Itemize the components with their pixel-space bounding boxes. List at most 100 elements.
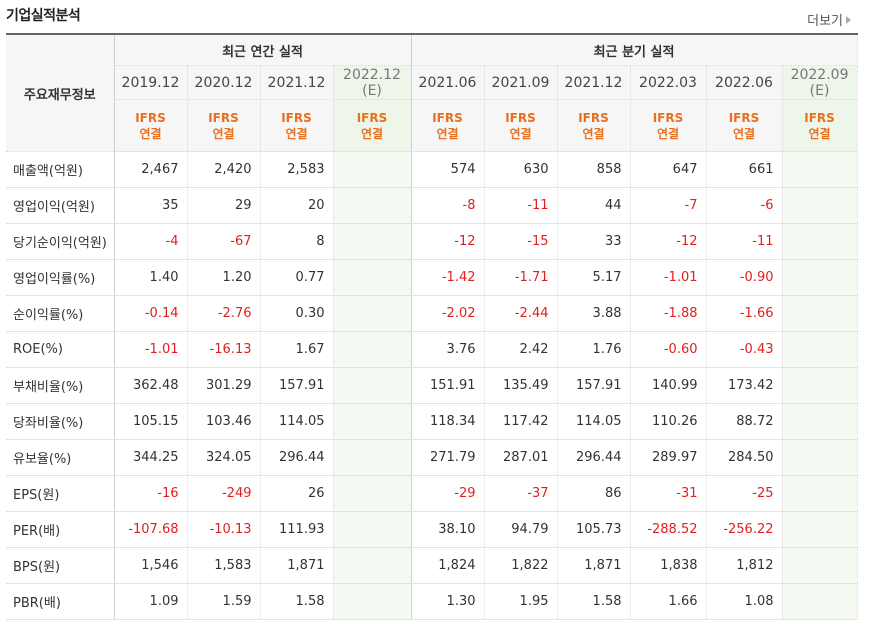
table-cell: 26 (260, 475, 334, 512)
table-row: PER(배) -107.68 -10.13 111.93 38.10 94.79 105.7… (6, 511, 858, 548)
table-cell: -16.13 (187, 331, 261, 368)
estimate-label: (E) (809, 82, 830, 99)
table-cell: 103.46 (187, 403, 261, 440)
period-label: 2022.06 (715, 74, 773, 91)
table-cell: -37 (484, 475, 558, 512)
consolidated-label: 연결 (509, 126, 532, 141)
period-header: 2022.09 (E) (782, 65, 858, 100)
table-cell: 1,824 (411, 547, 485, 584)
table-row: EPS(원) -16 -249 26 -29 -37 86 -31 -25 (6, 475, 858, 512)
table-row: 당좌비율(%) 105.15 103.46 114.05 118.34 117.42 114… (6, 403, 858, 440)
table-cell: 284.50 (706, 439, 783, 476)
table-row: 당기순이익(억원) -4 -67 8 -12 -15 33 -12 -11 (6, 223, 858, 260)
table-cell: -7 (630, 187, 707, 224)
table-cell: 301.29 (187, 367, 261, 404)
table-cell: 105.73 (557, 511, 631, 548)
table-cell: -6 (706, 187, 783, 224)
table-cell: 151.91 (411, 367, 485, 404)
table-cell (333, 259, 412, 296)
table-cell: 1.09 (114, 583, 188, 620)
table-cell: -67 (187, 223, 261, 260)
table-cell: 140.99 (630, 367, 707, 404)
table-cell: 105.15 (114, 403, 188, 440)
consolidated-label: 연결 (808, 126, 831, 141)
period-header: 2021.09 (484, 65, 558, 100)
table-cell: 94.79 (484, 511, 558, 548)
table-cell (782, 151, 858, 188)
table-cell: 858 (557, 151, 631, 188)
table-cell: -249 (187, 475, 261, 512)
row-label: BPS(원) (6, 547, 115, 584)
table-cell: -0.90 (706, 259, 783, 296)
table-cell: 0.77 (260, 259, 334, 296)
quarter-group-header: 최근 분기 실적 (411, 33, 858, 66)
table-cell: 20 (260, 187, 334, 224)
table-cell: 1,546 (114, 547, 188, 584)
table-row: 영업이익(억원) 35 29 20 -8 -11 44 -7 -6 (6, 187, 858, 224)
table-cell (782, 259, 858, 296)
period-header: 2022.03 (630, 65, 707, 100)
consolidated-label: 연결 (732, 126, 756, 141)
table-cell: -12 (411, 223, 485, 260)
table-cell: 135.49 (484, 367, 558, 404)
table-cell: 1,871 (557, 547, 631, 584)
ifrs-label: IFRS (208, 110, 239, 125)
table-header: 주요재무정보 최근 연간 실적 최근 분기 실적 2019.12 2020.12 2… (6, 33, 858, 152)
table-cell: 1,871 (260, 547, 334, 584)
row-label: EPS(원) (6, 475, 115, 512)
table-cell: -15 (484, 223, 558, 260)
ifrs-label: IFRS (432, 110, 463, 125)
more-link[interactable]: 더보기 (807, 10, 851, 29)
table-row: ROE(%) -1.01 -16.13 1.67 3.76 2.42 1.76 -0.60 -0… (6, 331, 858, 368)
table-cell: -25 (706, 475, 783, 512)
table-cell: -2.44 (484, 295, 558, 332)
table-cell: 1.67 (260, 331, 334, 368)
financial-table: 주요재무정보 최근 연간 실적 최근 분기 실적 2019.12 2020.12 2… (6, 33, 858, 620)
row-label: ROE(%) (6, 331, 115, 368)
table-cell: 296.44 (260, 439, 334, 476)
ifrs-label: IFRS (728, 110, 760, 125)
table-row: 매출액(억원) 2,467 2,420 2,583 574 630 858 647 661 (6, 151, 858, 188)
table-cell: 287.01 (484, 439, 558, 476)
period-header: 2021.06 (411, 65, 485, 100)
table-cell (333, 439, 412, 476)
table-cell (333, 403, 412, 440)
table-cell: 1.08 (706, 583, 783, 620)
table-cell: 86 (557, 475, 631, 512)
table-cell: -107.68 (114, 511, 188, 548)
table-cell: 2,583 (260, 151, 334, 188)
table-cell: 157.91 (557, 367, 631, 404)
period-label: 2022.03 (639, 74, 697, 91)
table-cell: 3.88 (557, 295, 631, 332)
table-cell: -1.88 (630, 295, 707, 332)
consolidated-label: 연결 (656, 126, 680, 141)
table-row: PBR(배) 1.09 1.59 1.58 1.30 1.95 1.58 1.66 1.08 (6, 583, 858, 620)
table-cell: 0.30 (260, 295, 334, 332)
row-label: 유보율(%) (6, 439, 115, 476)
period-label: 2022.12 (343, 66, 401, 83)
table-cell (782, 223, 858, 260)
table-cell: 88.72 (706, 403, 783, 440)
table-cell: 8 (260, 223, 334, 260)
period-header: 2021.12 (260, 65, 334, 100)
table-cell (333, 295, 412, 332)
ifrs-label: IFRS (578, 110, 609, 125)
table-cell: 324.05 (187, 439, 261, 476)
ifrs-header: IFRS 연결 (484, 99, 558, 152)
table-row: BPS(원) 1,546 1,583 1,871 1,824 1,822 1,871 1,83… (6, 547, 858, 584)
table-cell: 1,812 (706, 547, 783, 584)
table-cell: 110.26 (630, 403, 707, 440)
ifrs-header: IFRS 연결 (114, 99, 188, 152)
ifrs-label: IFRS (505, 110, 536, 125)
table-cell: -11 (706, 223, 783, 260)
more-link-label: 더보기 (807, 14, 843, 29)
table-cell: -16 (114, 475, 188, 512)
ifrs-label: IFRS (356, 110, 388, 125)
ifrs-header: IFRS 연결 (557, 99, 631, 152)
table-cell: 1.58 (260, 583, 334, 620)
estimate-label: (E) (362, 82, 382, 99)
table-cell (333, 583, 412, 620)
table-row: 부채비율(%) 362.48 301.29 157.91 151.91 135.49 157… (6, 367, 858, 404)
table-cell: -1.01 (114, 331, 188, 368)
table-cell: 289.97 (630, 439, 707, 476)
